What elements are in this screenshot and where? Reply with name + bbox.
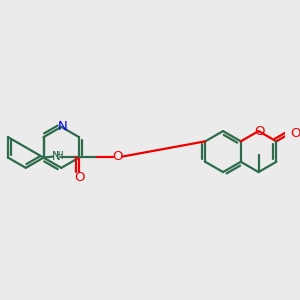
Text: O: O: [254, 124, 265, 138]
Text: O: O: [290, 127, 300, 140]
Text: O: O: [74, 171, 85, 184]
Text: H: H: [56, 151, 64, 160]
Text: O: O: [112, 150, 122, 163]
Text: N: N: [57, 120, 67, 134]
Text: N: N: [52, 150, 61, 163]
